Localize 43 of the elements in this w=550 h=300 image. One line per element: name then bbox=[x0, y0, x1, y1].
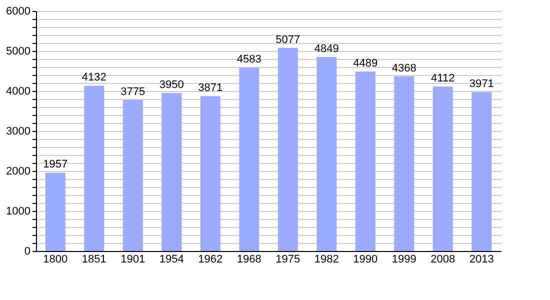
bar bbox=[122, 100, 143, 251]
x-tick-label: 2013 bbox=[469, 254, 494, 266]
bar bbox=[278, 48, 298, 251]
data-label: 4849 bbox=[314, 43, 339, 56]
x-tick-label: 1901 bbox=[120, 254, 146, 266]
x-tick-label: 1999 bbox=[392, 254, 416, 266]
data-label: 4368 bbox=[392, 62, 416, 74]
data-label: 3950 bbox=[159, 79, 184, 91]
y-tick-label: 1000 bbox=[6, 206, 30, 218]
data-label: 4132 bbox=[82, 72, 106, 84]
data-label: 4583 bbox=[236, 54, 262, 66]
bar bbox=[472, 92, 492, 251]
data-label: 5077 bbox=[276, 34, 300, 46]
bar bbox=[162, 93, 182, 251]
x-tick-label: 1968 bbox=[236, 254, 262, 266]
x-tick-label: 1975 bbox=[276, 254, 300, 266]
x-tick-label: 1954 bbox=[159, 254, 184, 266]
data-label: 1957 bbox=[43, 158, 68, 171]
y-tick-label: 0 bbox=[24, 246, 30, 258]
data-label: 3971 bbox=[469, 78, 494, 90]
x-tick-label: 1851 bbox=[82, 254, 106, 266]
x-tick-label: 1800 bbox=[43, 254, 68, 266]
x-tick-label: 2008 bbox=[430, 254, 456, 266]
bar bbox=[355, 71, 376, 251]
y-tick-label: 4000 bbox=[6, 86, 30, 98]
bar bbox=[432, 86, 453, 251]
data-label: 3871 bbox=[198, 82, 223, 94]
y-tick-label: 2000 bbox=[6, 166, 30, 178]
x-tick-label: 1990 bbox=[353, 254, 378, 266]
bar bbox=[394, 76, 414, 251]
bar bbox=[316, 57, 337, 251]
bar bbox=[84, 86, 104, 251]
y-tick-label: 6000 bbox=[6, 6, 30, 18]
bar bbox=[200, 96, 220, 251]
x-tick-label: 1982 bbox=[314, 254, 339, 266]
y-tick-label: 3000 bbox=[6, 126, 30, 138]
x-tick-label: 1962 bbox=[198, 254, 223, 266]
y-tick-label: 5000 bbox=[6, 46, 30, 58]
data-label: 4489 bbox=[353, 57, 378, 70]
data-label: 4112 bbox=[431, 72, 455, 85]
data-label: 3775 bbox=[120, 86, 146, 98]
bar bbox=[239, 68, 260, 251]
bar bbox=[45, 172, 66, 251]
